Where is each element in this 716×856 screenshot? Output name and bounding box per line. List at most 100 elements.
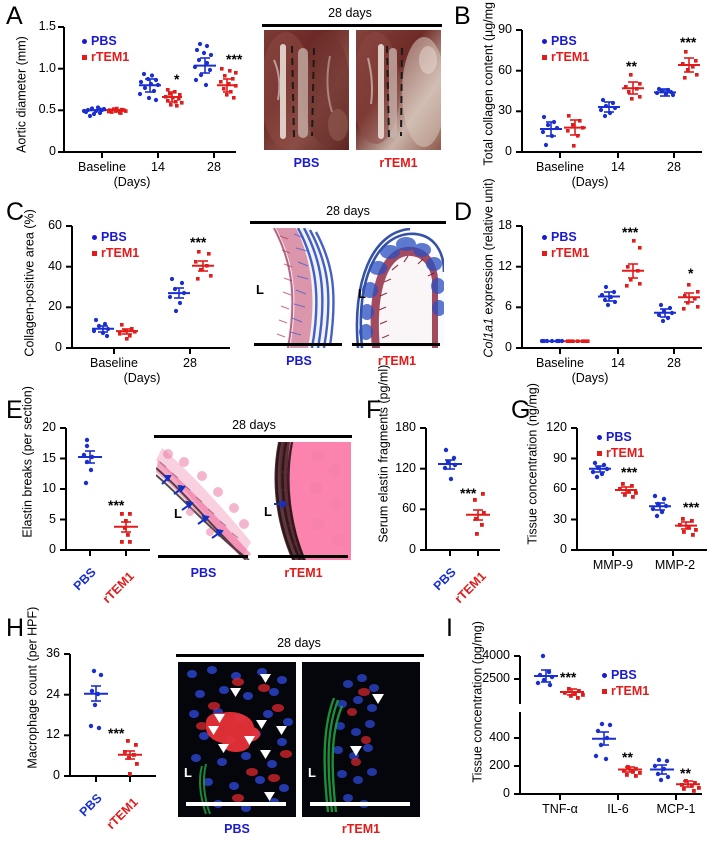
panel-e-ytick-1: 5 — [49, 511, 56, 526]
panel-f-sig: *** — [460, 485, 477, 501]
legend-pbs-label: PBS — [91, 34, 117, 48]
legend-pbs-label: PBS — [606, 430, 632, 444]
panel-c-lumen-pbs: L — [256, 282, 264, 297]
panel-a-caption-pbs: PBS — [293, 156, 320, 170]
panel-b-ytick-1: 30 — [498, 103, 512, 118]
panel-h-axes — [64, 653, 156, 782]
panel-e-caption-rtem1: rTEM1 — [284, 566, 323, 580]
panel-b-xtick-0: Baseline — [536, 160, 584, 174]
legend-pbs-marker — [597, 435, 602, 441]
legend-rtem1-label: rTEM1 — [101, 245, 140, 260]
panel-i-sig-il6: ** — [622, 749, 633, 765]
panel-e-ytick-3: 15 — [42, 450, 56, 465]
panel-g-sig-mmp2: *** — [683, 499, 700, 515]
panel-a-ytick-0: 0 — [49, 144, 56, 158]
panel-h-lumen-pbs: L — [184, 765, 192, 780]
panel-b-xlabel: (Days) — [571, 175, 609, 189]
panel-a-ytick-2: 1.0 — [38, 60, 56, 75]
panel-f-axes — [420, 427, 500, 556]
panel-f-ytick-2: 120 — [395, 460, 416, 475]
panel-h-ytick-1: 12 — [46, 727, 60, 742]
panel-a-chart: Aortic diameter (mm) — [8, 20, 248, 192]
panel-h-immunofluorescence-pbs — [178, 662, 296, 817]
panel-d-axes — [516, 225, 702, 354]
legend-pbs-marker — [82, 39, 87, 45]
panel-d-ytick-2: 12 — [498, 258, 512, 273]
panel-c-lumen-rtem1: L — [358, 286, 366, 301]
panel-i-ytick-lower-2: 400 — [489, 730, 510, 744]
panel-e-ytick-2: 10 — [42, 481, 56, 495]
panel-b-chart: Total collagen content (µg/mg wet tissue… — [458, 0, 714, 194]
panel-i-xtick-0: TNF-α — [542, 802, 578, 816]
panel-h-ytick-2: 24 — [46, 686, 60, 701]
panel-c-scalebar-pbs — [254, 343, 342, 346]
panel-h-label: H — [6, 614, 25, 642]
legend-pbs-marker — [542, 235, 547, 241]
panel-g-sig-mmp9: *** — [621, 464, 638, 480]
panel-i-axes — [514, 653, 702, 800]
legend-pbs-marker — [542, 39, 547, 45]
legend-rtem1-label: rTEM1 — [551, 49, 590, 64]
panel-f-ytick-0: 0 — [409, 542, 416, 556]
panel-d-xtick-2: 28 — [667, 356, 681, 370]
panel-e-images: 28 days — [152, 418, 357, 598]
panel-g-xtick-1: MMP-2 — [654, 558, 696, 572]
panel-d-legend: PBS rTEM1 — [542, 230, 589, 261]
panel-e-axes — [60, 427, 150, 556]
panel-c: C Collagen-positive area (%) 60 — [0, 196, 450, 392]
panel-i-legend: PBS rTEM1 — [602, 668, 649, 699]
panel-d-sig-28: * — [688, 265, 694, 281]
panel-c-xlabel: (Days) — [123, 371, 161, 385]
panel-e: E Elastin breaks (per section) 20 15 10 … — [0, 386, 360, 606]
panel-h-caption-pbs: PBS — [224, 822, 250, 836]
panel-e-header-bar — [154, 435, 352, 438]
panel-b-legend: PBS rTEM1 — [542, 34, 589, 65]
panel-g-ytick-2: 60 — [553, 481, 567, 495]
panel-c-xtick-0: Baseline — [90, 356, 138, 370]
panel-b-xtick-2: 28 — [667, 160, 681, 174]
panel-c-legend: PBS rTEM1 — [92, 230, 139, 261]
panel-c-ytick-2: 40 — [48, 258, 62, 273]
legend-rtem1-marker — [542, 54, 547, 60]
panel-g-ytick-4: 120 — [546, 420, 567, 434]
panel-a: A Aortic diameter (mm) — [0, 0, 450, 195]
panel-c-ytick-3: 60 — [48, 218, 62, 232]
panel-e-image-header: 28 days — [232, 418, 276, 432]
panel-i: I Tissue concentration (pg/mg) — [440, 608, 716, 854]
panel-a-label: A — [6, 2, 23, 30]
panel-c-xtick-1: 28 — [183, 356, 197, 370]
panel-e-sig: *** — [108, 497, 125, 513]
legend-pbs-label: PBS — [551, 230, 577, 244]
panel-e-histology-rtem1 — [256, 442, 351, 560]
panel-c-images: 28 days — [248, 204, 450, 384]
panel-b-ytick-0: 0 — [505, 144, 512, 158]
panel-b-axes — [516, 29, 702, 158]
panel-b-sig-14: ** — [626, 58, 637, 74]
panel-g-legend: PBS rTEM1 — [597, 430, 644, 461]
legend-rtem1-label: rTEM1 — [91, 49, 130, 64]
panel-c-histology-pbs — [252, 228, 346, 348]
panel-b: B Total collagen content (µg/mg wet tiss… — [448, 0, 716, 195]
panel-b-ytick-2: 60 — [498, 62, 512, 77]
panel-a-axes — [58, 26, 238, 158]
panel-g-ytick-0: 0 — [560, 542, 567, 556]
legend-pbs-label: PBS — [101, 230, 127, 244]
panel-g-axes — [571, 427, 707, 556]
panel-a-sig-14: * — [174, 71, 180, 87]
panel-d-sig-14: *** — [622, 224, 639, 240]
panel-a-xtick-0: Baseline — [78, 160, 126, 174]
panel-a-photo-rtem1 — [356, 30, 441, 150]
panel-c-scalebar-rtem1 — [352, 343, 440, 346]
panel-d-ytick-3: 18 — [498, 218, 512, 232]
panel-e-scalebar-pbs — [158, 555, 248, 558]
panel-f-label: F — [366, 396, 382, 424]
panel-f: F Serum elastin fragments (pg/ml) 180 12… — [360, 365, 505, 606]
panel-g-ytick-1: 30 — [553, 511, 567, 526]
panel-a-header-bar — [262, 24, 442, 27]
panel-e-caption-pbs: PBS — [190, 566, 217, 580]
panel-e-ytick-0: 0 — [49, 542, 56, 556]
panel-h: H Macrophage count (per HPF) 36 24 12 0 … — [0, 607, 440, 854]
panel-h-chart: Macrophage count (per HPF) 36 24 12 0 PB… — [8, 607, 168, 846]
panel-c-ytick-0: 0 — [55, 340, 62, 354]
panel-i-xtick-1: IL-6 — [607, 802, 629, 816]
